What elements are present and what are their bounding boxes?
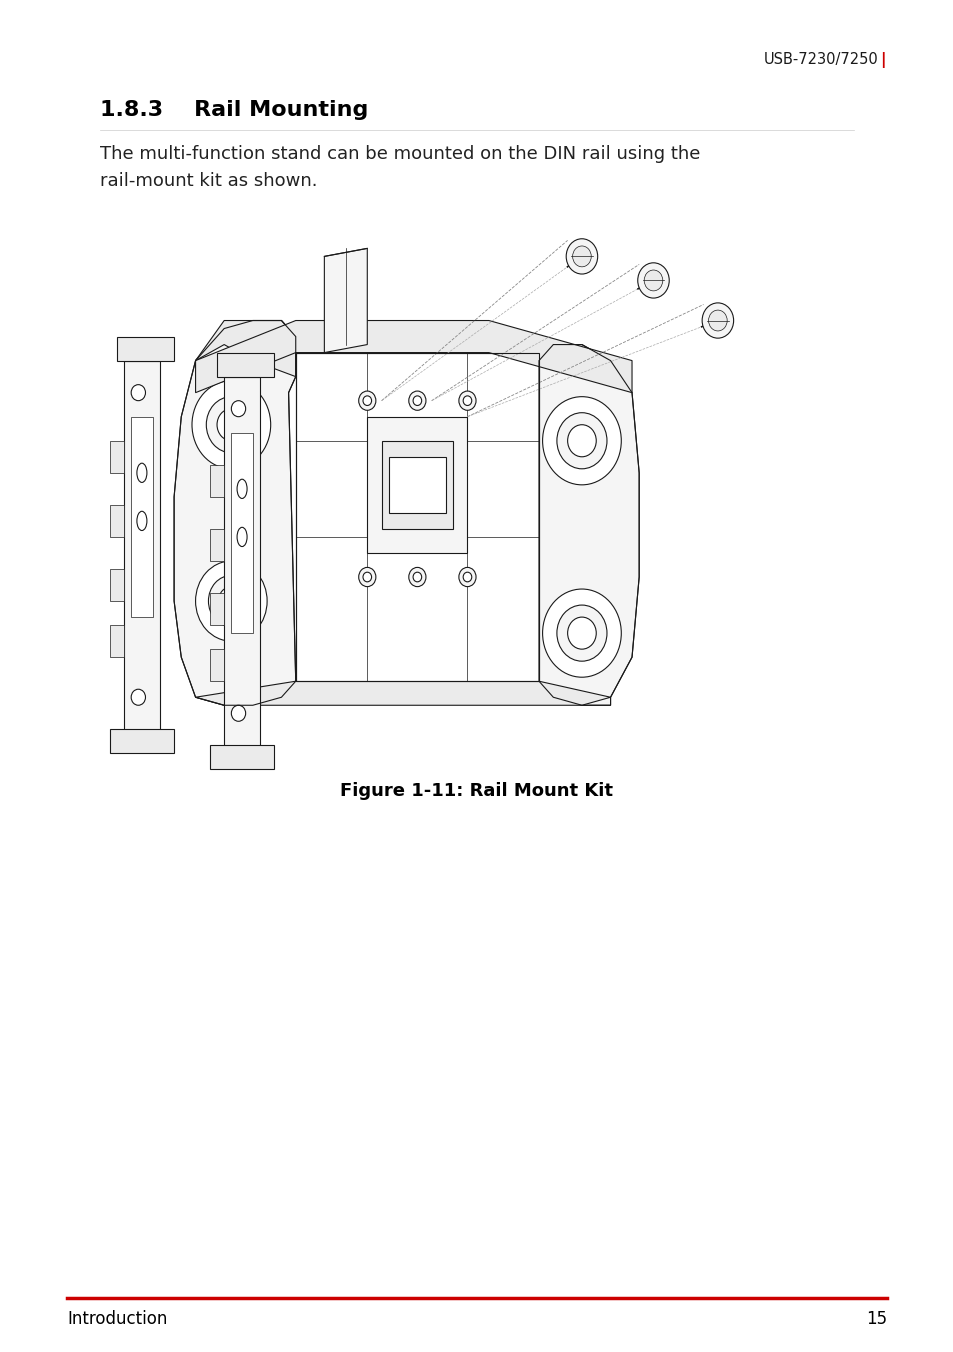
Circle shape (362, 396, 372, 406)
Circle shape (131, 384, 145, 400)
Polygon shape (116, 337, 173, 361)
Circle shape (637, 262, 668, 297)
Polygon shape (210, 745, 274, 769)
Circle shape (358, 391, 375, 410)
Circle shape (218, 587, 244, 615)
Circle shape (206, 396, 256, 453)
Polygon shape (210, 529, 224, 561)
Polygon shape (110, 441, 124, 473)
Circle shape (362, 572, 372, 581)
Circle shape (358, 568, 375, 587)
Polygon shape (295, 353, 538, 681)
Circle shape (643, 270, 662, 291)
Polygon shape (110, 729, 173, 753)
Text: USB-7230/7250: USB-7230/7250 (763, 51, 878, 68)
Ellipse shape (137, 511, 147, 530)
Circle shape (195, 561, 267, 641)
Ellipse shape (137, 464, 147, 483)
Circle shape (458, 568, 476, 587)
Circle shape (557, 606, 606, 661)
Polygon shape (124, 361, 159, 737)
Circle shape (458, 391, 476, 410)
Circle shape (232, 400, 246, 416)
Circle shape (131, 690, 145, 706)
Circle shape (542, 589, 620, 677)
Polygon shape (110, 569, 124, 602)
Circle shape (462, 572, 471, 581)
Polygon shape (173, 320, 295, 706)
Circle shape (462, 396, 471, 406)
Text: 15: 15 (865, 1310, 886, 1328)
Ellipse shape (236, 479, 247, 499)
Polygon shape (367, 416, 467, 553)
Text: Figure 1-11: Rail Mount Kit: Figure 1-11: Rail Mount Kit (340, 781, 613, 800)
Text: Introduction: Introduction (67, 1310, 167, 1328)
Circle shape (413, 396, 421, 406)
Circle shape (701, 303, 733, 338)
Polygon shape (381, 441, 453, 529)
Circle shape (572, 246, 591, 266)
Circle shape (208, 576, 253, 627)
Polygon shape (131, 416, 152, 617)
Circle shape (216, 408, 246, 441)
Circle shape (708, 310, 726, 331)
Circle shape (413, 572, 421, 581)
Circle shape (232, 706, 246, 722)
Circle shape (567, 425, 596, 457)
Circle shape (542, 396, 620, 485)
Polygon shape (389, 457, 445, 512)
Polygon shape (216, 353, 274, 377)
Ellipse shape (236, 527, 247, 546)
Polygon shape (195, 681, 610, 706)
Text: The multi-function stand can be mounted on the DIN rail using the: The multi-function stand can be mounted … (100, 145, 700, 164)
Polygon shape (110, 504, 124, 537)
Polygon shape (538, 345, 639, 706)
Polygon shape (195, 320, 295, 377)
Circle shape (408, 568, 425, 587)
Polygon shape (195, 320, 631, 392)
Circle shape (408, 391, 425, 410)
Text: 1.8.3    Rail Mounting: 1.8.3 Rail Mounting (100, 100, 368, 120)
Text: |: | (879, 51, 884, 68)
Polygon shape (210, 465, 224, 496)
Polygon shape (231, 433, 253, 633)
Text: rail-mount kit as shown.: rail-mount kit as shown. (100, 172, 317, 191)
Circle shape (566, 239, 597, 274)
Circle shape (567, 617, 596, 649)
Polygon shape (224, 377, 259, 753)
Circle shape (557, 412, 606, 469)
Bar (295, 353, 538, 681)
Polygon shape (324, 249, 367, 353)
Polygon shape (110, 625, 124, 657)
Circle shape (192, 381, 271, 469)
Polygon shape (210, 594, 224, 625)
Polygon shape (210, 649, 224, 681)
